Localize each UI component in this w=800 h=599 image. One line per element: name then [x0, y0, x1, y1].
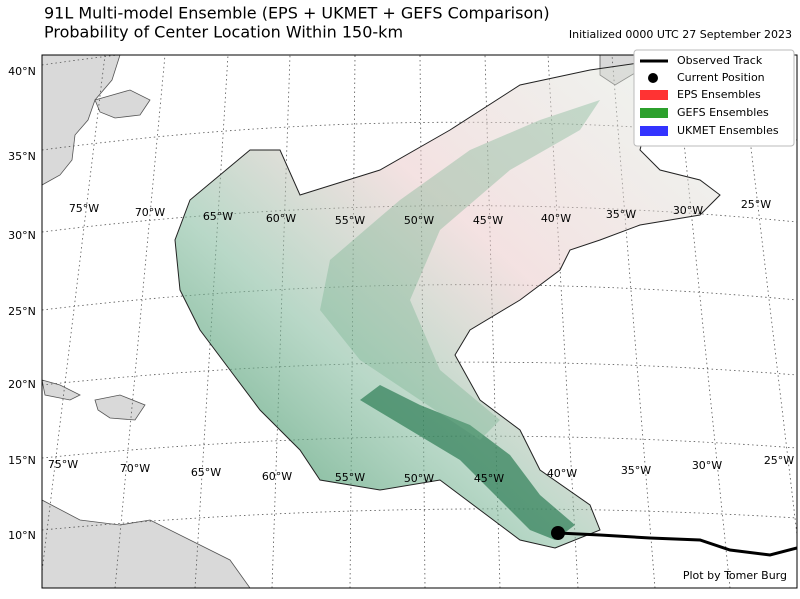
legend-gefs	[640, 108, 668, 118]
longitude-label: 60°W	[262, 470, 292, 483]
longitude-label: 75°W	[69, 202, 99, 215]
longitude-label: 35°W	[621, 464, 651, 477]
longitude-label: 65°W	[191, 466, 221, 479]
longitude-label: 50°W	[404, 472, 434, 485]
credit: Plot by Tomer Burg	[683, 569, 787, 582]
longitude-label: 25°W	[741, 198, 771, 211]
latitude-label: 40°N	[8, 65, 36, 78]
subtitle: Probability of Center Location Within 15…	[44, 23, 403, 42]
longitude-label: 70°W	[120, 462, 150, 475]
longitude-label: 45°W	[473, 214, 503, 227]
legend-label: Current Position	[677, 71, 765, 84]
south-america	[42, 499, 251, 588]
longitude-label: 45°W	[474, 472, 504, 485]
probability-mid	[320, 100, 600, 440]
current-position	[551, 526, 565, 540]
north-america	[42, 55, 121, 186]
longitude-label: 60°W	[266, 212, 296, 225]
legend-eps	[640, 90, 668, 100]
legend-dot	[648, 73, 658, 83]
legend-label: EPS Ensembles	[677, 88, 761, 101]
longitude-label: 50°W	[404, 214, 434, 227]
longitude-label: 70°W	[135, 206, 165, 219]
cuba	[42, 379, 81, 401]
longitude-label: 55°W	[335, 214, 365, 227]
nova-scotia	[94, 89, 151, 119]
observed-track	[557, 531, 797, 557]
longitude-label: 30°W	[692, 459, 722, 472]
longitude-label: 40°W	[547, 467, 577, 480]
longitude-label: 75°W	[48, 458, 78, 471]
longitude-label: 30°W	[673, 204, 703, 217]
legend-label: UKMET Ensembles	[677, 124, 779, 137]
latitude-label: 10°N	[8, 529, 36, 542]
probability-core	[360, 385, 575, 540]
legend-ukmet	[640, 126, 668, 136]
latitude-label: 35°N	[8, 150, 36, 163]
legend-label: Observed Track	[677, 54, 763, 67]
latitude-label: 30°N	[8, 229, 36, 242]
init-time: Initialized 0000 UTC 27 September 2023	[569, 28, 792, 41]
latitude-label: 25°N	[8, 305, 36, 318]
longitude-label: 25°W	[764, 454, 794, 467]
legend-label: GEFS Ensembles	[677, 106, 769, 119]
longitude-label: 40°W	[541, 212, 571, 225]
longitude-label: 65°W	[203, 210, 233, 223]
probability-field	[174, 59, 721, 549]
longitude-label: 55°W	[335, 471, 365, 484]
legend: Observed Track Current Position EPS Ense…	[633, 49, 795, 147]
latitude-label: 15°N	[8, 454, 36, 467]
map-frame	[41, 54, 798, 589]
longitude-label: 35°W	[606, 208, 636, 221]
hispaniola	[94, 394, 146, 421]
legend-box	[633, 49, 795, 147]
latitude-label: 20°N	[8, 378, 36, 391]
title: 91L Multi-model Ensemble (EPS + UKMET + …	[44, 4, 550, 23]
